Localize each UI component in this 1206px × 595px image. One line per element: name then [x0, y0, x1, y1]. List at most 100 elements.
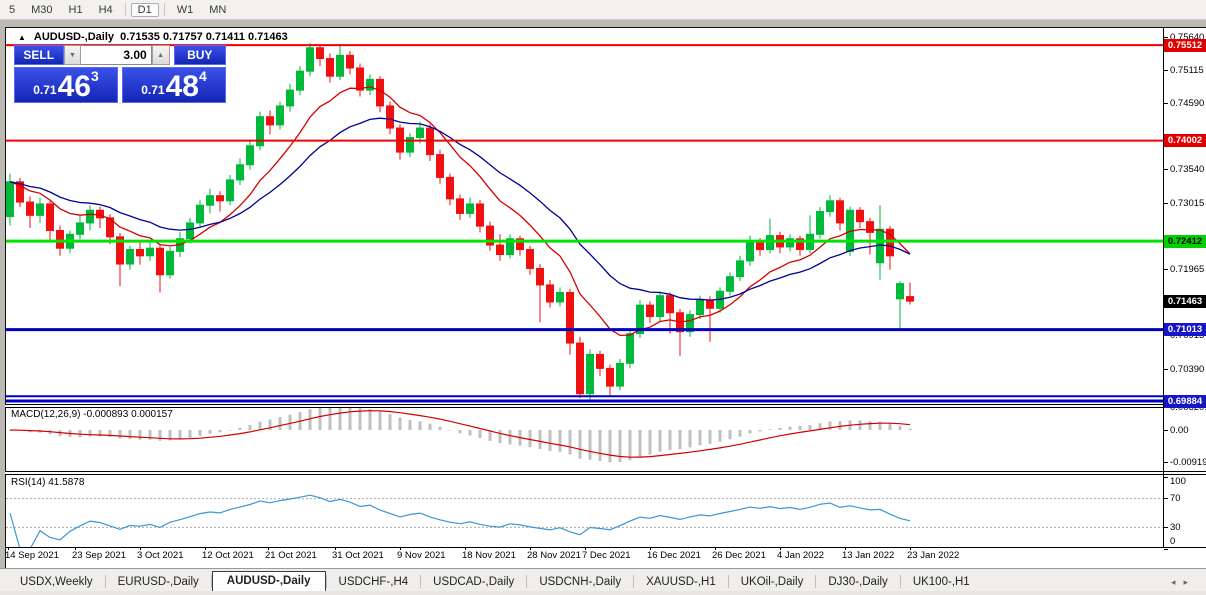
volume-input[interactable]: 3.00 [81, 45, 152, 65]
buy-price-sup: 4 [198, 68, 207, 84]
buy-button[interactable]: BUY [173, 45, 227, 65]
candle [206, 195, 214, 206]
candle [96, 209, 104, 219]
macd-plot[interactable] [6, 408, 1163, 471]
toolbar-separator [163, 3, 165, 16]
timeframe-button-mn[interactable]: MN [209, 3, 227, 16]
tab-dj30-daily[interactable]: DJ30-,Daily [828, 576, 888, 588]
tab-eurusd-daily[interactable]: EURUSD-,Daily [117, 576, 199, 588]
macd-tick-mark [1164, 462, 1168, 463]
tab-usdcnh-daily[interactable]: USDCNH-,Daily [539, 576, 622, 588]
tab-usdx-weekly[interactable]: USDX,Weekly [20, 576, 93, 588]
price-axis-label: 0.70390 [1170, 364, 1205, 375]
rsi-tick-mark [1164, 477, 1168, 478]
timeframe-button-w1[interactable]: W1 [176, 3, 194, 16]
tabs-scroll-left-icon[interactable]: ◂ [1170, 577, 1184, 587]
tab-uk100-h1[interactable]: UK100-,H1 [912, 576, 970, 588]
candle [226, 179, 234, 202]
candle [566, 291, 574, 344]
tab-usdchf-h4[interactable]: USDCHF-,H4 [338, 576, 409, 588]
macd-label: MACD(12,26,9) -0.000893 0.000157 [11, 409, 173, 420]
volume-decrease-button[interactable]: ▼ [63, 45, 82, 65]
sell-price-button[interactable]: 0.71 46 3 [14, 67, 118, 103]
candle [756, 241, 764, 250]
tab-divider [526, 575, 528, 588]
candle [736, 260, 744, 278]
sell-button[interactable]: SELL [14, 45, 64, 65]
tab-divider [815, 575, 817, 588]
one-click-trade-panel: SELL ▼ 3.00 ▲ BUY 0.71 46 3 0.71 48 4 [14, 45, 227, 103]
candle [306, 47, 314, 72]
price-tick-mark [1164, 169, 1168, 170]
rsi-plot[interactable] [6, 474, 1163, 547]
date-tick-mark [650, 547, 651, 550]
tabs-scroll-right-icon[interactable]: ▸ [1183, 577, 1196, 587]
rsi-tick-mark [1164, 498, 1168, 499]
status-strip [0, 591, 1206, 595]
candle [596, 353, 604, 369]
sell-price-big: 46 [57, 70, 91, 103]
candle [706, 299, 714, 309]
date-tick-mark [530, 547, 531, 550]
timeframe-button-m30[interactable]: M30 [31, 3, 53, 16]
date-tick-mark [75, 547, 76, 550]
price-marker-072412: 0.72412 [1164, 235, 1206, 248]
buy-price-prefix: 0.71 [141, 83, 165, 97]
candle [606, 367, 614, 387]
buy-price-big: 48 [165, 70, 199, 103]
tab-audusd-daily[interactable]: AUDUSD-,Daily [211, 571, 326, 592]
candle [866, 221, 874, 233]
timeframe-button-h1[interactable]: H1 [68, 3, 83, 16]
rsi-axis-label: 70 [1170, 493, 1181, 504]
date-axis-label: 13 Jan 2022 [842, 550, 895, 561]
price-tick-mark [1164, 37, 1168, 38]
candle [236, 164, 244, 181]
date-axis-label: 7 Dec 2021 [582, 550, 631, 561]
chart-menu-triangle-icon[interactable]: ▲ [18, 33, 26, 42]
macd-rsi-separator[interactable] [5, 471, 1206, 475]
candle [746, 241, 754, 262]
tab-xauusd-h1[interactable]: XAUUSD-,H1 [646, 576, 716, 588]
tab-ukoil-daily[interactable]: UKOil-,Daily [740, 576, 804, 588]
candle [106, 217, 114, 238]
buy-price-button[interactable]: 0.71 48 4 [122, 67, 226, 103]
rsi-label: RSI(14) 41.5878 [11, 477, 85, 488]
tab-usdcad-daily[interactable]: USDCAD-,Daily [433, 576, 515, 588]
tab-divider [104, 575, 106, 588]
chart-window [5, 27, 1206, 569]
candle [506, 238, 514, 256]
date-axis-label: 23 Sep 2021 [72, 550, 126, 561]
timeframe-button-5[interactable]: 5 [9, 3, 16, 16]
date-tick-mark [268, 547, 269, 550]
candle [726, 276, 734, 292]
rsi-tick-mark [1164, 527, 1168, 528]
volume-increase-button[interactable]: ▲ [151, 45, 170, 65]
price-marker-071013: 0.71013 [1164, 323, 1206, 336]
tab-divider [420, 575, 422, 588]
chart-ohlc-values: 0.71535 0.71757 0.71411 0.71463 [120, 31, 288, 43]
price-axis-label: 0.75640 [1170, 32, 1205, 43]
candle [466, 203, 474, 214]
main-macd-separator[interactable] [5, 404, 1206, 408]
candle [476, 203, 484, 227]
candle [356, 67, 364, 91]
tab-divider [899, 575, 901, 588]
tab-divider [633, 575, 635, 588]
candle [896, 283, 904, 300]
toolbar-separator [124, 3, 126, 16]
rsi-axis-label: 0 [1170, 536, 1176, 547]
timeframe-button-h4[interactable]: H4 [98, 3, 113, 16]
candle [486, 225, 494, 246]
rsi-tick-mark [1164, 549, 1168, 550]
candle [116, 236, 124, 265]
timeframe-toolbar: 5 M30 H1 H4 D1 W1 MN [0, 0, 1206, 20]
candle [146, 247, 154, 257]
price-marker-071463: 0.71463 [1164, 295, 1206, 308]
date-tick-mark [205, 547, 206, 550]
candle [416, 127, 424, 139]
price-chart-plot[interactable] [6, 28, 1163, 404]
candle [166, 250, 174, 276]
chart-tab-bar: USDX,Weekly EURUSD-,Daily AUDUSD-,Daily USD… [0, 568, 1206, 592]
timeframe-button-d1[interactable]: D1 [130, 2, 159, 17]
candle [6, 181, 14, 218]
